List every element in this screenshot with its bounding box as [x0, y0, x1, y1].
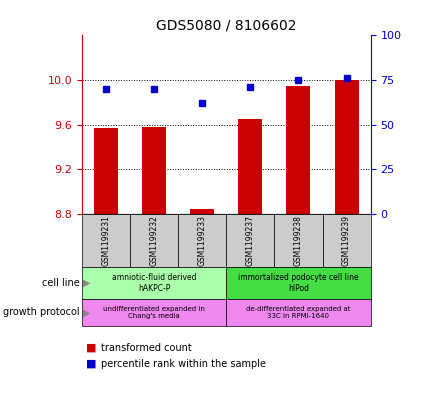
Text: ▶: ▶	[83, 278, 90, 288]
Text: de-differentiated expanded at
33C in RPMI-1640: de-differentiated expanded at 33C in RPM…	[246, 306, 350, 319]
Bar	[94, 128, 118, 214]
Text: GSM1199233: GSM1199233	[197, 215, 206, 266]
Text: growth protocol: growth protocol	[3, 307, 80, 318]
Text: immortalized podocyte cell line
hIPod: immortalized podocyte cell line hIPod	[238, 273, 358, 293]
Text: amniotic-fluid derived
hAKPC-P: amniotic-fluid derived hAKPC-P	[111, 273, 196, 293]
Text: GSM1199238: GSM1199238	[293, 215, 302, 266]
Text: transformed count: transformed count	[101, 343, 192, 353]
Text: GSM1199231: GSM1199231	[101, 215, 110, 266]
Text: GSM1199239: GSM1199239	[341, 215, 350, 266]
Text: cell line: cell line	[42, 278, 80, 288]
Bar	[142, 127, 166, 214]
Bar	[334, 80, 358, 214]
Text: GSM1199237: GSM1199237	[245, 215, 254, 266]
Bar	[238, 119, 262, 214]
Text: ■: ■	[86, 358, 96, 369]
Text: percentile rank within the sample: percentile rank within the sample	[101, 358, 266, 369]
Text: GSM1199232: GSM1199232	[149, 215, 158, 266]
Text: ▶: ▶	[83, 307, 90, 318]
Text: ■: ■	[86, 343, 96, 353]
Bar	[286, 86, 310, 214]
Bar	[190, 209, 214, 214]
Title: GDS5080 / 8106602: GDS5080 / 8106602	[156, 19, 296, 33]
Text: undifferentiated expanded in
Chang's media: undifferentiated expanded in Chang's med…	[103, 306, 205, 319]
